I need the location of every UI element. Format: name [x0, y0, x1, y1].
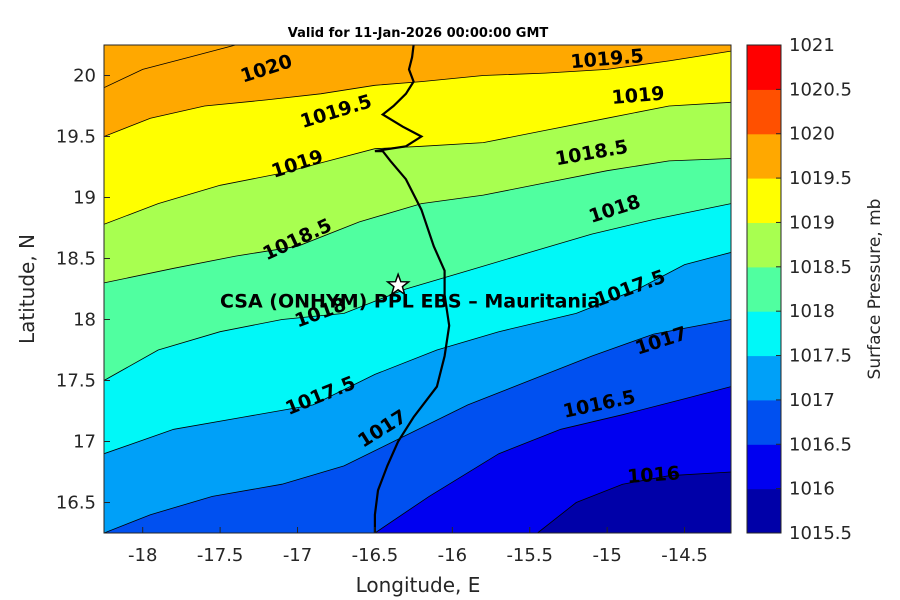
y-tick-label: 18.5: [56, 249, 96, 270]
colorbar-swatch: [747, 222, 781, 268]
contour-line-1017.5: [104, 252, 731, 455]
x-axis-label: Longitude, E: [356, 573, 481, 597]
x-tick-label: -15.5: [506, 545, 553, 566]
y-axis-ticks: 16.5 17 17.5 18 18.5 19 19.5 20: [56, 66, 110, 514]
colorbar-tick-label: 1020.5: [789, 79, 852, 100]
colorbar-tick-label: 1018: [789, 301, 835, 322]
colorbar-tick-label: 1019: [789, 212, 835, 233]
contour-label: 1016: [626, 462, 680, 488]
station-star-icon: [385, 272, 411, 297]
x-tick-label: -15: [592, 545, 621, 566]
y-axis-label: Latitude, N: [15, 234, 39, 344]
y-tick-label: 18: [73, 310, 96, 331]
colorbar-tick-label: 1016: [789, 479, 835, 500]
colorbar-tick-label: 1016.5: [789, 434, 852, 455]
x-axis-ticks: -18 -17.5 -17 -16.5 -16 -15.5 -15 -14.5: [128, 527, 708, 566]
colorbar-swatch: [747, 266, 781, 312]
colorbar-tick-label: 1018.5: [789, 257, 852, 278]
colorbar-border: [746, 44, 782, 534]
y-tick-label: 19: [73, 188, 96, 209]
contour-line-1019.5: [104, 50, 731, 137]
y-tick-label: 17.5: [56, 371, 96, 392]
x-tick-label: -16: [438, 545, 467, 566]
contour-fills: [104, 45, 731, 533]
colorbar-tick-label: 1015.5: [789, 523, 852, 544]
colorbar-swatch: [747, 355, 781, 401]
chart-title: Valid for 11-Jan-2026 00:00:00 GMT: [288, 26, 549, 41]
contour-fill-1016: [537, 472, 731, 533]
colorbar-tick-label: 1017: [789, 390, 835, 411]
contour-label: 1019: [611, 82, 666, 109]
colorbar-swatch: [747, 399, 781, 445]
colorbar-swatch: [747, 133, 781, 179]
contour-line-1016: [537, 471, 731, 533]
x-tick-label: -17: [283, 545, 312, 566]
x-tick-label: -17.5: [197, 545, 244, 566]
y-tick-label: 17: [73, 432, 96, 453]
station-label: CSA (ONHYM) PPL EBS – Mauritania: [220, 290, 600, 312]
x-tick-label: -18: [128, 545, 157, 566]
y-tick-label: 16.5: [56, 493, 96, 514]
contour-line-1020: [104, 45, 236, 89]
colorbar-swatch: [747, 311, 781, 357]
plot-border: [103, 44, 732, 534]
colorbar-tick-label: 1021: [789, 35, 835, 56]
colorbar: 1015.5 1016 1016.5 1017 1017.5 1018 1018.5 1019…: [746, 35, 852, 544]
colorbar-tick-label: 1017.5: [789, 346, 852, 367]
colorbar-label: Surface Pressure, mb: [865, 199, 885, 380]
y-tick-label: 20: [73, 66, 96, 87]
colorbar-swatch: [747, 488, 781, 534]
colorbar-swatch: [747, 45, 781, 90]
x-tick-label: -16.5: [352, 545, 399, 566]
colorbar-swatch: [747, 444, 781, 490]
colorbar-tick-label: 1019.5: [789, 168, 852, 189]
contour-line-1018: [104, 203, 731, 381]
colorbar-tick-label: 1020: [789, 124, 835, 145]
colorbar-swatch: [747, 89, 781, 135]
x-tick-label: -14.5: [661, 545, 708, 566]
contour-lines: [104, 45, 731, 533]
contour-line-1017: [104, 319, 731, 533]
contour-line-1018.5: [104, 158, 731, 284]
contour-line-1016.5: [374, 386, 731, 533]
coastline: [373, 45, 451, 533]
y-tick-label: 19.5: [56, 127, 96, 148]
colorbar-swatch: [747, 178, 781, 223]
